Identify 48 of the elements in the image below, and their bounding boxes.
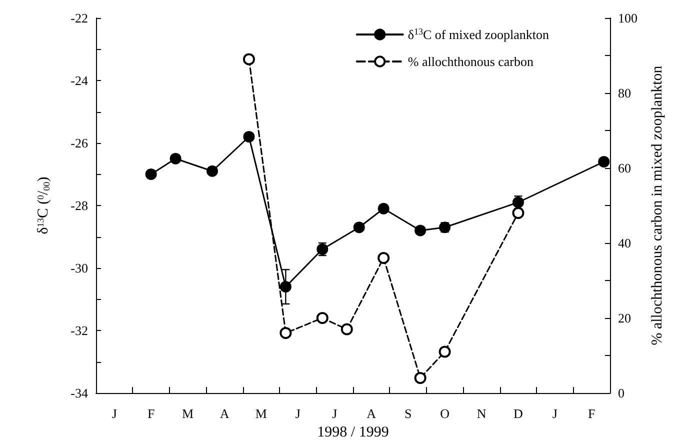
point [353, 222, 365, 234]
point [280, 281, 292, 292]
point [145, 168, 157, 180]
x-tick-label: A [220, 406, 230, 421]
point [206, 165, 218, 177]
point [378, 252, 390, 264]
y-tick-label: -32 [70, 323, 88, 338]
point [280, 327, 292, 339]
point [378, 202, 390, 214]
x-tick-label: S [404, 406, 412, 421]
x-tick-label: J [112, 406, 117, 421]
y-tick-label: -30 [70, 260, 88, 276]
x-tick-label: F [588, 406, 596, 421]
point [598, 156, 610, 168]
x-tick-label: J [295, 406, 300, 421]
y-tick-label: -34 [70, 386, 88, 400]
point [414, 372, 426, 384]
x-tick-label: A [366, 406, 377, 421]
y2-tick-label: 20 [618, 310, 631, 326]
x-tick-label: M [255, 406, 268, 421]
point [243, 131, 255, 142]
x-tick-label: J [552, 406, 558, 421]
y2-tick-label: 0 [618, 386, 624, 400]
x-tick-label: F [147, 406, 155, 421]
point [438, 346, 451, 358]
y-tick-label: -22 [70, 10, 88, 26]
y-tick-label: -24 [70, 73, 88, 88]
y-axis-title: δ13C (0/00) [36, 176, 52, 234]
point [414, 224, 426, 236]
y2-tick-label: 40 [618, 236, 631, 250]
point [340, 323, 353, 336]
y2-tick-label: 80 [618, 86, 631, 100]
y2-tick-label: 100 [618, 10, 638, 26]
point [170, 152, 182, 164]
y2-tick-label: 60 [618, 160, 631, 176]
y-tick-label: -28 [70, 198, 88, 213]
x-axis-title: 1998 / 1999 [317, 424, 389, 440]
point [242, 53, 255, 66]
x-tick-label: D [514, 406, 523, 421]
point [512, 207, 524, 219]
y2-axis-title: % allochthonous carbon in mixed zooplankton [650, 65, 666, 346]
x-tick-label: J [332, 406, 338, 421]
legend-label: % allochthonous carbon [408, 54, 534, 69]
point [316, 312, 328, 324]
x-tick-label: N [476, 406, 487, 421]
y-tick-label: -26 [70, 136, 88, 150]
x-tick-label: O [440, 406, 450, 421]
x-tick-label: M [182, 406, 194, 421]
